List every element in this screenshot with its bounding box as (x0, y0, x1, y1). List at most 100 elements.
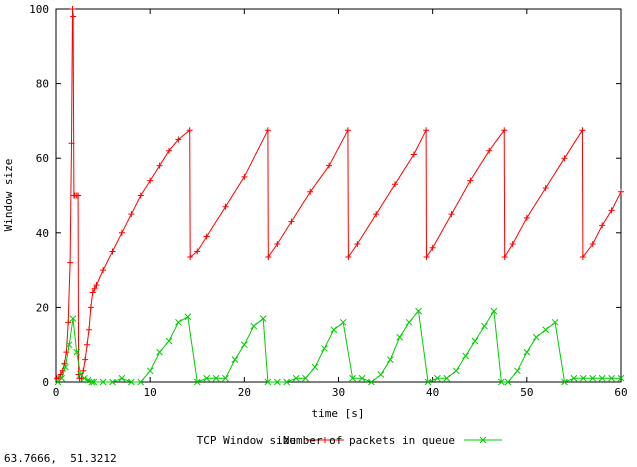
y-tick-label: 0 (42, 376, 49, 389)
data-point-tcp-window (392, 181, 398, 188)
data-point-queue (302, 374, 309, 382)
data-point-tcp-window (68, 140, 75, 147)
x-tick-label: 10 (144, 386, 157, 399)
data-point-queue (273, 378, 281, 386)
data-point-queue (212, 374, 220, 382)
data-point-tcp-window (326, 162, 333, 169)
data-point-queue (462, 352, 469, 360)
data-point-queue (184, 313, 192, 321)
data-point-tcp-window (84, 341, 91, 348)
data-point-queue (292, 374, 300, 382)
data-point-tcp-window (186, 127, 193, 134)
data-point-tcp-window (137, 192, 144, 199)
data-point-queue (69, 315, 77, 322)
data-point-queue (452, 367, 460, 375)
data-point-tcp-window (274, 240, 281, 247)
x-tick-label: 0 (53, 386, 60, 399)
data-point-queue (396, 333, 404, 341)
data-point-queue (579, 374, 587, 382)
data-point-tcp-window (265, 254, 272, 261)
data-point-tcp-window (542, 185, 549, 192)
data-point-tcp-window (579, 254, 586, 261)
data-point-queue (62, 363, 69, 371)
data-point-queue (598, 374, 606, 382)
data-point-tcp-window (373, 211, 380, 218)
data-point-tcp-window (410, 151, 417, 158)
data-point-queue (330, 326, 338, 334)
data-point-tcp-window (288, 218, 295, 225)
x-tick-label: 50 (520, 386, 533, 399)
data-point-queue (415, 307, 422, 315)
data-point-queue (240, 341, 248, 349)
data-point-tcp-window (194, 248, 201, 255)
data-point-tcp-window (241, 173, 248, 180)
data-point-queue (137, 378, 145, 386)
data-point-queue (231, 356, 239, 363)
series-line-queue (57, 309, 621, 383)
data-point-queue (311, 363, 319, 371)
y-tick-label: 40 (36, 227, 49, 240)
data-point-tcp-window (354, 240, 361, 247)
data-point-tcp-window (509, 240, 516, 247)
data-point-tcp-window (448, 211, 455, 218)
data-point-queue (504, 378, 512, 386)
data-point-tcp-window (91, 285, 98, 292)
x-tick-label: 40 (426, 386, 439, 399)
data-point-tcp-window (579, 127, 586, 134)
data-point-tcp-window (467, 177, 474, 184)
data-point-queue (532, 333, 540, 341)
legend-marker-queue (479, 436, 487, 444)
data-point-tcp-window (618, 188, 624, 195)
y-tick-label: 60 (36, 152, 49, 165)
data-point-tcp-window (109, 248, 116, 255)
data-point-tcp-window (561, 155, 568, 162)
data-point-queue (386, 356, 394, 363)
data-point-tcp-window (307, 188, 314, 195)
data-point-tcp-window (589, 240, 596, 247)
data-point-queue (99, 378, 107, 386)
data-point-queue (339, 318, 347, 326)
data-point-tcp-window (147, 177, 154, 184)
data-point-queue (377, 371, 385, 378)
data-point-queue (84, 376, 92, 384)
data-point-queue (498, 378, 505, 386)
data-point-tcp-window (70, 13, 77, 20)
legend-label-tcp-window: TCP Window size (197, 434, 296, 447)
data-point-queue (589, 374, 597, 382)
data-point-tcp-window (78, 375, 85, 382)
data-point-tcp-window (67, 259, 74, 266)
data-point-queue (349, 374, 356, 382)
y-tick-label: 100 (29, 3, 49, 16)
data-point-queue (58, 374, 66, 382)
data-point-queue (424, 378, 432, 386)
data-point-tcp-window (486, 147, 493, 154)
data-point-queue (146, 367, 154, 375)
legend: TCP Window size Number of packets in que… (197, 434, 502, 447)
data-point-queue (405, 318, 413, 326)
data-point-queue (90, 378, 98, 386)
data-point-queue (283, 378, 291, 386)
data-point-queue (471, 337, 479, 345)
data-point-queue (264, 378, 272, 386)
data-point-tcp-window (128, 211, 135, 218)
data-point-tcp-window (65, 319, 72, 326)
data-point-tcp-window (501, 127, 508, 134)
data-point-tcp-window (75, 192, 82, 199)
data-point-tcp-window (55, 375, 62, 382)
data-point-tcp-window (345, 254, 352, 261)
data-point-tcp-window (222, 203, 229, 210)
data-point-tcp-window (82, 356, 89, 363)
data-point-queue (358, 374, 366, 382)
data-point-tcp-window (87, 304, 94, 311)
coordinate-readout: 63.7666, 51.3212 (4, 452, 117, 465)
data-point-tcp-window (599, 222, 606, 229)
data-point-queue (118, 374, 126, 382)
data-point-tcp-window (118, 229, 125, 236)
series-layer (53, 6, 625, 386)
data-point-tcp-window (523, 214, 530, 221)
data-point-queue (175, 318, 182, 326)
legend-sample-tcp-window (306, 437, 344, 443)
legend-label-queue: Number of packets in queue (283, 434, 455, 447)
data-point-queue (514, 367, 521, 375)
data-point-queue (88, 378, 96, 386)
